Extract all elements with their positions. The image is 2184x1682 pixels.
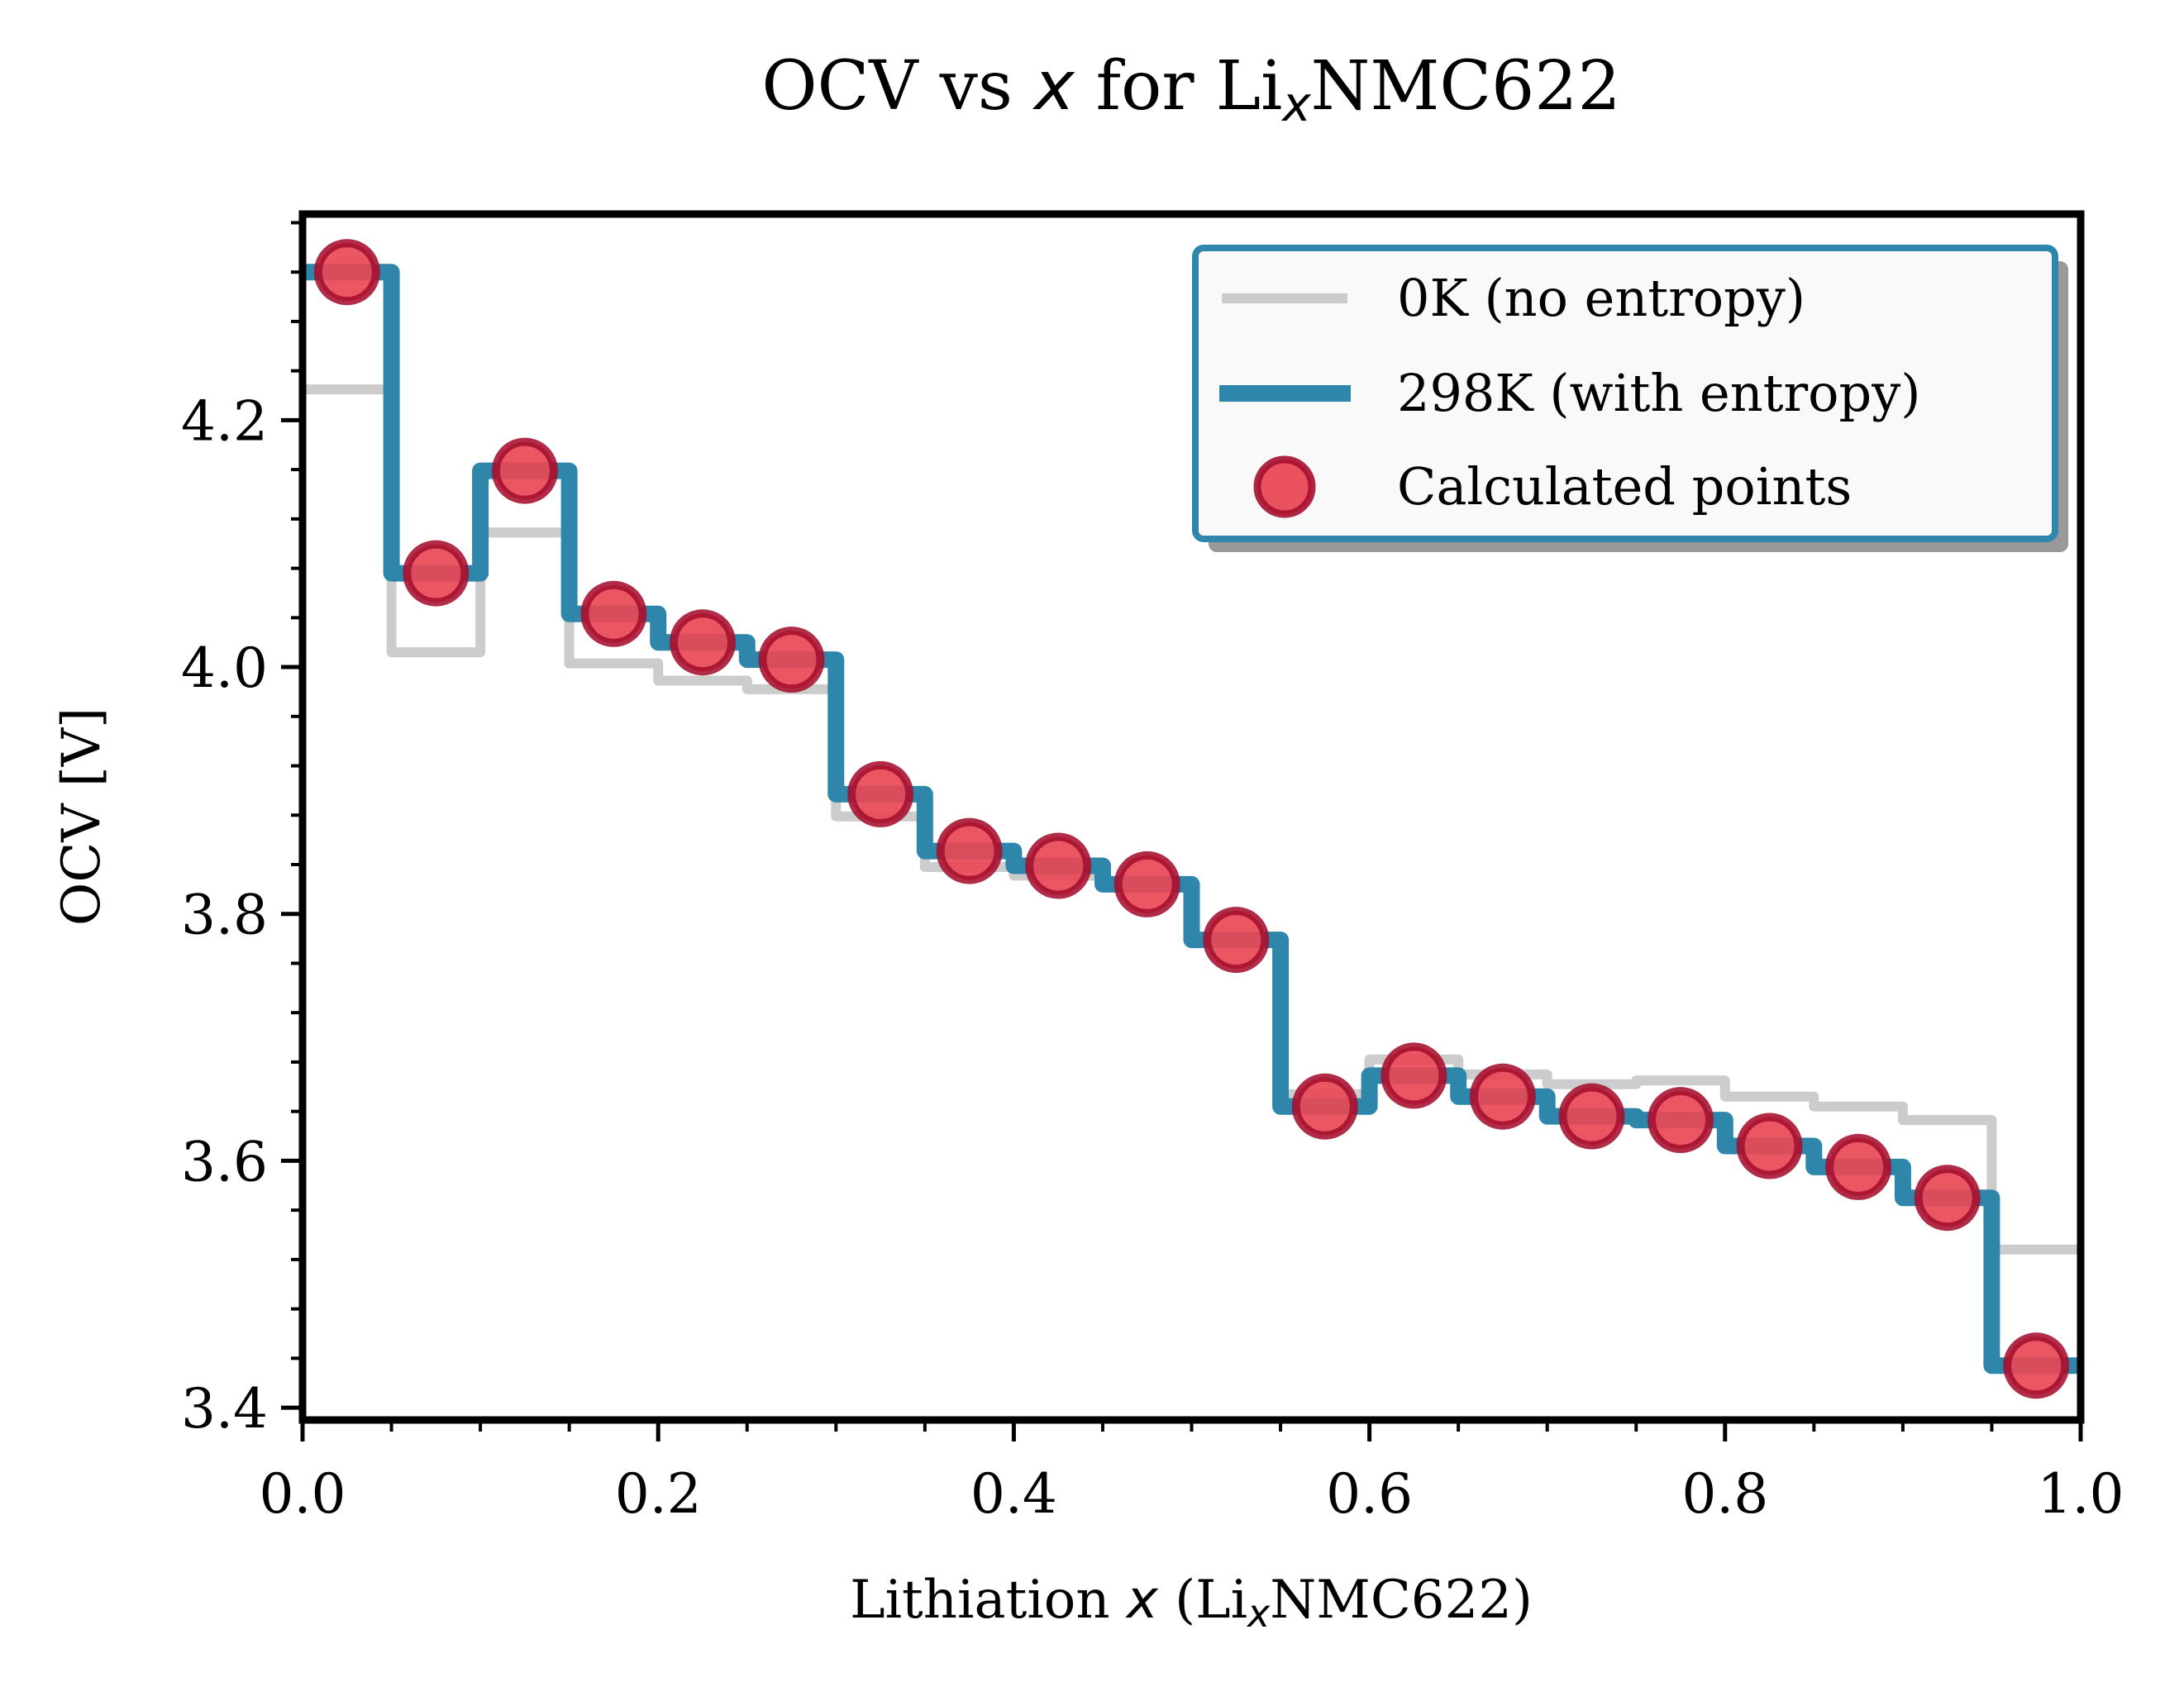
y-tick-label: 3.6 [181, 1130, 268, 1194]
legend: 0K (no entropy) 298K (with entropy) Calc… [1192, 245, 2068, 552]
x-axis-ticks: 0.0 0.2 0.4 0.6 0.8 1.0 [260, 1420, 2124, 1526]
calculated-point [491, 437, 558, 504]
calculated-point [313, 239, 380, 306]
calculated-point [1380, 1042, 1447, 1109]
calculated-point [2003, 1332, 2070, 1399]
calculated-point [1914, 1165, 1981, 1232]
chart-title-suffix: NMC622 [1311, 47, 1621, 126]
axes-frame [298, 210, 2085, 1424]
calculated-point [1558, 1083, 1625, 1150]
calculated-point [1113, 851, 1180, 917]
y-tick-label: 3.8 [181, 884, 268, 947]
x-axis-label-var: x [1125, 1570, 1159, 1631]
x-tick-label: 0.6 [1326, 1462, 1413, 1526]
chart-title-subscript: x [1280, 76, 1311, 132]
x-tick-label: 1.0 [2038, 1462, 2124, 1526]
legend-0k-label: 0K (no entropy) [1397, 268, 1805, 328]
legend-box [1192, 245, 2058, 542]
x-tick-label: 0.4 [970, 1462, 1057, 1526]
legend-points-swatch [1253, 455, 1316, 518]
calculated-point [1291, 1073, 1358, 1140]
x-axis-label-suffix: NMC622) [1270, 1570, 1533, 1631]
chart-title: OCV vs x for LixNMC622 [761, 47, 1620, 132]
calculated-point [1025, 832, 1092, 899]
calculated-point [1469, 1063, 1536, 1130]
calculated-points [313, 239, 2070, 1399]
chart-title-prefix: OCV vs [761, 47, 1034, 126]
calculated-point [847, 760, 914, 827]
calculated-point [1825, 1133, 1892, 1200]
chart-title-middle: for Li [1075, 47, 1283, 126]
calculated-point [758, 627, 825, 693]
x-tick-label: 0.2 [615, 1462, 702, 1526]
calculated-point [1203, 907, 1270, 974]
chart-title-var: x [1032, 47, 1075, 126]
calculated-point [1648, 1087, 1714, 1154]
calculated-point [936, 817, 1003, 884]
y-tick-label: 4.0 [181, 636, 268, 700]
x-tick-label: 0.0 [260, 1462, 346, 1526]
legend-points-label: Calculated points [1397, 456, 1852, 517]
x-tick-label: 0.8 [1681, 1462, 1768, 1526]
y-axis-label: OCV [V] [51, 708, 112, 926]
x-axis-label-prefix: Lithiation [850, 1570, 1127, 1631]
calculated-point [403, 540, 470, 607]
legend-298k-label: 298K (with entropy) [1397, 363, 1920, 423]
y-tick-label: 3.4 [181, 1377, 268, 1441]
x-axis-label: Lithiation x (LixNMC622) [850, 1570, 1533, 1636]
y-axis-ticks: 3.4 3.6 3.8 4.0 4.2 [181, 221, 303, 1441]
calculated-point [580, 580, 647, 647]
x-axis-label-subscript: x [1246, 1591, 1271, 1636]
calculated-point [670, 609, 736, 676]
plot-area [303, 239, 2081, 1399]
x-axis-label-middle: (Li [1158, 1570, 1247, 1631]
y-tick-label: 4.2 [181, 389, 268, 453]
calculated-point [1736, 1113, 1803, 1179]
